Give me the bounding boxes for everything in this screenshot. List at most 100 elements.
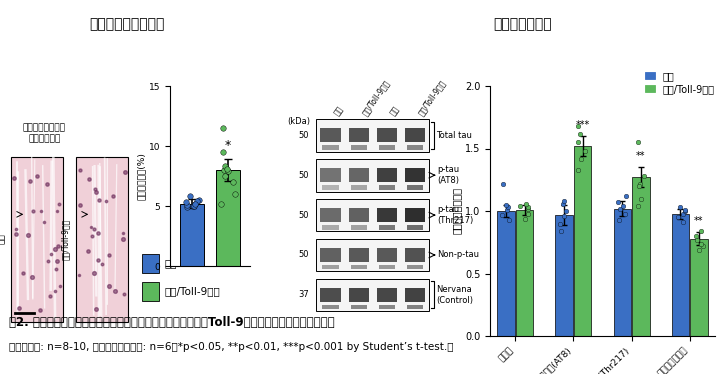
Point [96,261,107,267]
Point [572,139,584,145]
Text: ***: *** [576,120,590,130]
Legend: タウ, タウ/Toll-9欠損: タウ, タウ/Toll-9欠損 [645,71,714,94]
Point [118,291,129,297]
Text: *: * [225,139,231,152]
Point [117,230,129,236]
Point [118,236,129,242]
Text: タウによる神経変性: タウによる神経変性 [89,17,165,31]
Text: 50: 50 [298,131,309,140]
Bar [216,170,240,266]
Point [192,198,203,204]
Point [619,211,630,217]
Bar [322,225,339,230]
Point [184,193,196,199]
Bar [379,225,395,230]
Point [91,188,102,194]
Bar [351,225,367,230]
Point [83,176,94,182]
Point [189,200,201,206]
Point [188,203,200,209]
Bar [407,145,423,150]
Bar [379,145,395,150]
Bar [555,215,573,336]
Point [691,237,703,243]
Text: 50: 50 [298,211,309,220]
Point [103,283,115,289]
Bar [351,265,367,269]
Text: 50: 50 [298,171,309,180]
Point [54,200,65,206]
Point [573,123,584,129]
Point [43,258,54,264]
Text: Non-p-tau: Non-p-tau [438,251,480,260]
Bar [379,304,395,309]
Point [632,139,643,145]
Point [9,231,21,237]
Point [50,266,62,272]
Text: （神経変性: n=8-10, タンパク質レベル: n=6，*p<0.05, **p<0.01, ***p<0.001 by Student’s t-test.）: （神経変性: n=8-10, タンパク質レベル: n=6，*p<0.05, **… [9,342,453,352]
Point [74,202,86,208]
Bar [377,208,397,222]
Point [192,197,204,203]
Text: タウ: タウ [389,105,401,117]
Point [215,200,227,206]
Point [119,169,131,175]
Bar [320,208,340,222]
Text: タウ/Toll-9欠損: タウ/Toll-9欠損 [361,79,391,117]
Point [54,283,65,289]
Point [502,207,513,213]
Point [674,204,686,210]
Bar [351,145,367,150]
Point [219,163,231,169]
Point [26,274,38,280]
Bar [317,239,429,272]
Point [23,232,34,238]
Bar [613,208,631,336]
Point [693,247,705,253]
Text: 37: 37 [298,290,309,300]
Point [515,203,526,209]
Bar [348,128,369,142]
Point [695,228,706,234]
Point [83,248,94,254]
Point [188,203,200,209]
Point [698,243,709,249]
Point [34,307,46,313]
Point [182,204,193,210]
Point [575,156,587,162]
Bar [405,208,425,222]
Bar [348,208,369,222]
Point [44,293,56,299]
Point [75,167,86,173]
Point [182,202,193,208]
Bar [377,168,397,182]
Bar [497,211,515,336]
Point [672,214,684,220]
Point [218,167,229,173]
Bar [407,185,423,190]
Point [14,305,25,311]
Point [677,219,689,225]
Text: タウ/Toll-9欠損: タウ/Toll-9欠損 [62,218,70,260]
Point [51,258,62,264]
Bar [322,265,339,269]
Point [49,246,61,252]
Point [573,167,584,173]
FancyBboxPatch shape [142,254,159,273]
Bar [574,146,592,336]
Bar [320,128,340,142]
Point [690,233,702,239]
Text: タウ/Toll-9欠損: タウ/Toll-9欠損 [165,286,221,297]
Bar [377,248,397,262]
Point [86,233,98,239]
Point [613,217,625,223]
Bar [348,248,369,262]
Bar [405,288,425,302]
Text: p-tau
(Thr217): p-tau (Thr217) [438,205,474,225]
Text: タウ: タウ [0,234,5,245]
Point [679,207,690,213]
Text: タウ/Toll-9欠損: タウ/Toll-9欠損 [417,79,448,117]
Y-axis label: タンパク質レベル: タンパク質レベル [452,187,462,234]
Point [24,178,36,184]
Point [89,270,100,276]
